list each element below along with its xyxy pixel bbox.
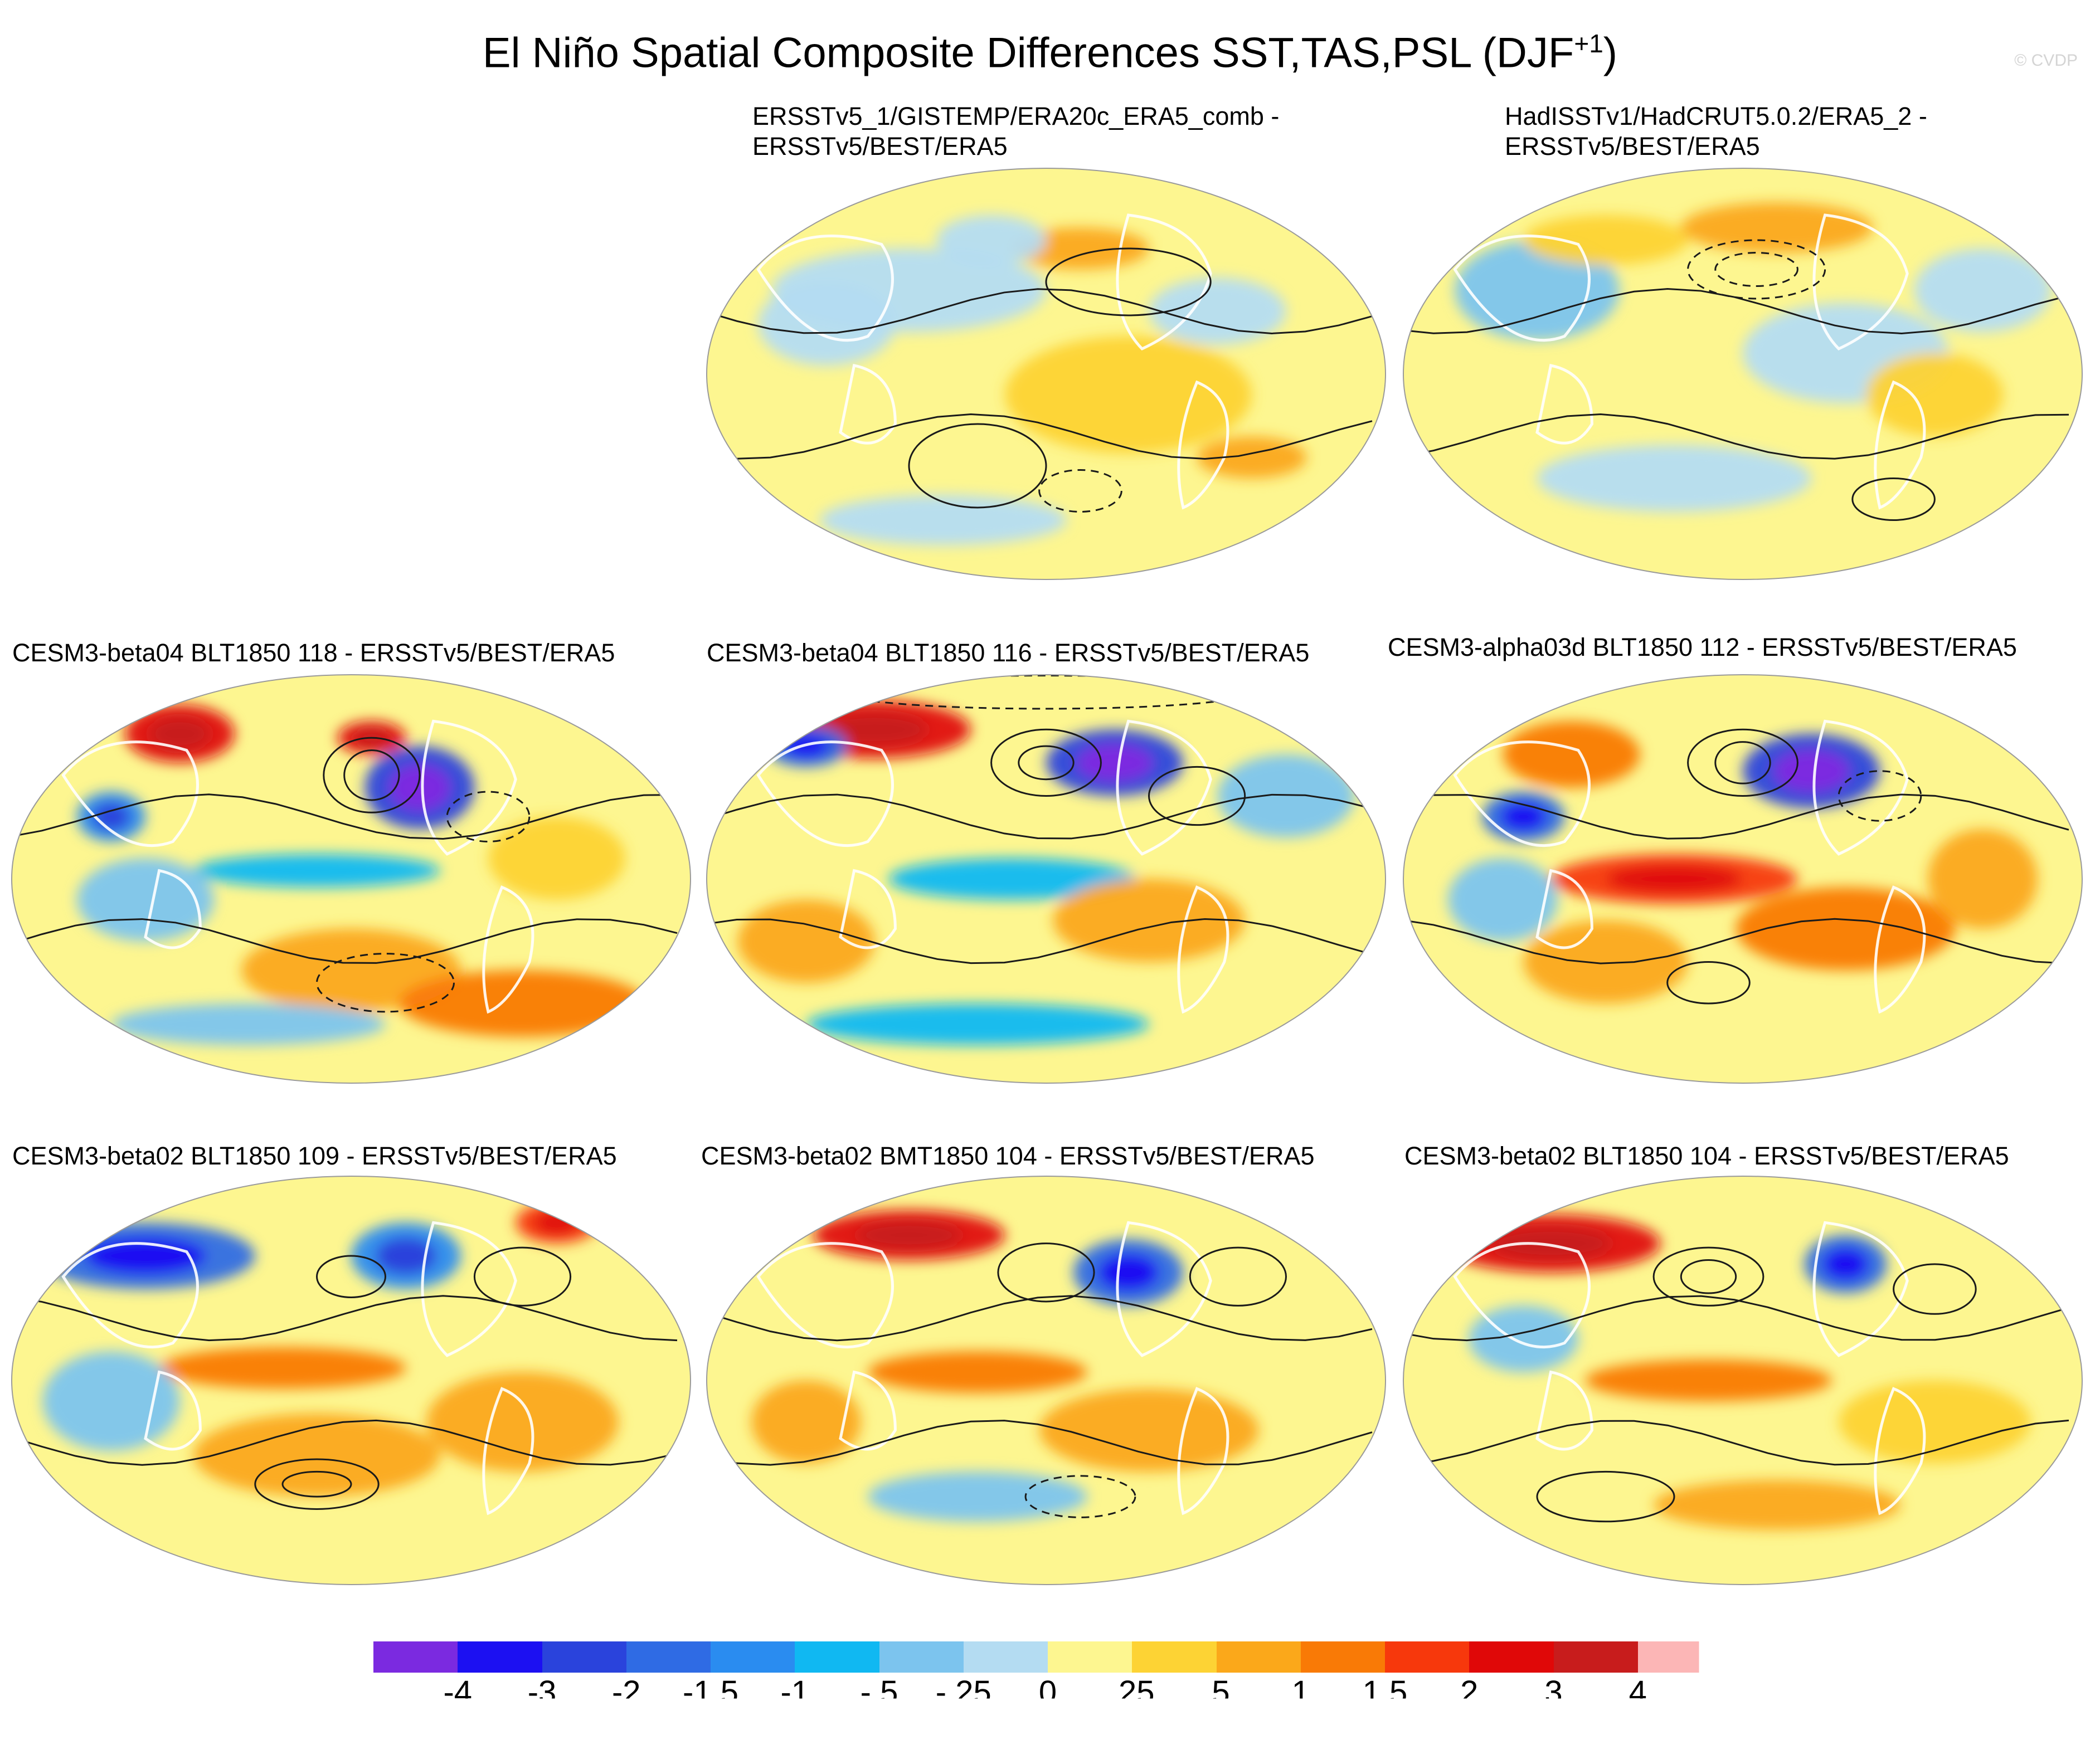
colorbar [373,1641,1722,1673]
colorbar-labels: -4 -3 -2 -1.5 -1 -.5 -.25 0 .25 .5 1 1.5 2 3 4 [0,1673,2100,1718]
panel-title-8: CESM3-beta02 BLT1850 104 - ERSSTv5/BEST/… [1404,1141,2009,1171]
colorbar-tick-label: -1.5 [683,1673,738,1712]
anomaly-blob [1928,829,2038,929]
anomaly-blob [868,1351,1087,1393]
colorbar-tick-label: 3 [1544,1673,1562,1712]
colorbar-tick-label: 2 [1460,1673,1478,1712]
anomaly-blob [1053,879,1245,962]
anomaly-blob [193,854,440,888]
anomaly-blob [43,1351,180,1451]
anomaly-blob [1523,215,1688,265]
map-panel-6 [8,1173,694,1588]
colorbar-tick-label: .25 [1110,1673,1155,1712]
panel-title-1: ERSSTv5_1/GISTEMP/ERA20c_ERA5_comb - ERSS… [752,101,1279,162]
colorbar-swatch-6 [879,1641,964,1673]
colorbar-swatch-3 [626,1641,711,1673]
panel-title-2: HadISSTv1/HadCRUT5.0.2/ERA5_2 - ERSSTv5/B… [1505,101,1927,162]
colorbar-swatch-10 [1217,1641,1301,1673]
colorbar-swatch-14 [1554,1641,1638,1673]
colorbar-tick-label: -.25 [936,1673,991,1712]
anomaly-blob [738,900,875,983]
map-panel-8 [1400,1173,2086,1588]
anomaly-core [534,1211,579,1234]
anomaly-blob [426,1372,618,1472]
anomaly-core [1501,803,1546,830]
anomaly-blob [1503,721,1640,787]
anomaly-blob [159,1347,406,1389]
colorbar-swatch-13 [1469,1641,1553,1673]
figure-title-main: El Niño Spatial Composite Differences SS… [483,29,1574,76]
colorbar-tick-label: -4 [443,1673,472,1712]
colorbar-swatch-8 [1048,1641,1132,1673]
map-panel-3 [8,671,694,1086]
cvdp-credit: © CVDP [2014,51,2078,70]
colorbar-tick-label: 1 [1292,1673,1310,1712]
anomaly-blob [399,970,646,1036]
colorbar-swatch-9 [1132,1641,1216,1673]
colorbar-swatch-7 [964,1641,1048,1673]
map-panel-7 [703,1173,1389,1588]
anomaly-blob [806,1003,1149,1045]
panel-title-4: CESM3-beta04 BLT1850 116 - ERSSTv5/BEST/… [707,638,1309,668]
anomaly-blob [1523,920,1688,1003]
anomaly-blob [1218,754,1355,837]
colorbar-tick-label: .5 [1203,1673,1229,1712]
panel-title-7: CESM3-beta02 BMT1850 104 - ERSSTv5/BEST/… [701,1141,1314,1171]
panel-title-5: CESM3-alpha03d BLT1850 112 - ERSSTv5/BES… [1388,632,2096,662]
colorbar-swatch-11 [1301,1641,1385,1673]
map-panel-2 [1400,165,2086,583]
anomaly-core [1098,1254,1158,1291]
map-panel-5 [1400,671,2086,1086]
colorbar-swatch-0 [373,1641,458,1673]
anomaly-blob [758,282,895,366]
colorbar-tick-label: -2 [612,1673,641,1712]
colorbar-tick-label: -1 [780,1673,809,1712]
anomaly-blob [111,1003,386,1045]
colorbar-swatch-15 [1638,1641,1722,1673]
colorbar-swatch-2 [542,1641,626,1673]
colorbar-tick-label: 0 [1039,1673,1057,1712]
anomaly-core [856,1221,961,1249]
anomaly-blob [1681,203,1873,253]
anomaly-blob [77,858,214,941]
panel-title-3: CESM3-beta04 BLT1850 118 - ERSSTv5/BEST/… [12,638,615,668]
anomaly-blob [488,817,625,900]
colorbar-swatch-1 [458,1641,542,1673]
panel-title-6: CESM3-beta02 BLT1850 109 - ERSSTv5/BEST/… [12,1141,617,1171]
figure-title-sup: +1 [1574,29,1603,58]
anomaly-blob [1537,445,1811,512]
colorbar-swatch-5 [795,1641,879,1673]
colorbar-tick-label: 1.5 [1363,1673,1408,1712]
colorbar-swatch-12 [1385,1641,1469,1673]
anomaly-core [1823,1248,1868,1280]
colorbar-tick-label: -.5 [861,1673,898,1712]
anomaly-core [1606,865,1742,893]
anomaly-core [1077,744,1152,781]
anomaly-blob [1448,858,1558,941]
colorbar-swatch-4 [711,1641,795,1673]
anomaly-core [1773,751,1849,792]
map-panel-4 [703,671,1389,1086]
colorbar-units: C [0,1712,2100,1751]
figure-title: El Niño Spatial Composite Differences SS… [0,17,2100,80]
anomaly-blob [1654,1480,1900,1529]
colorbar-tick-label: -3 [528,1673,557,1712]
figure-title-close: ) [1603,29,1617,76]
anomaly-blob [1585,1359,1832,1401]
map-panel-1 [703,165,1389,583]
colorbar-tick-label: 4 [1629,1673,1647,1712]
anomaly-blob [936,215,1046,265]
